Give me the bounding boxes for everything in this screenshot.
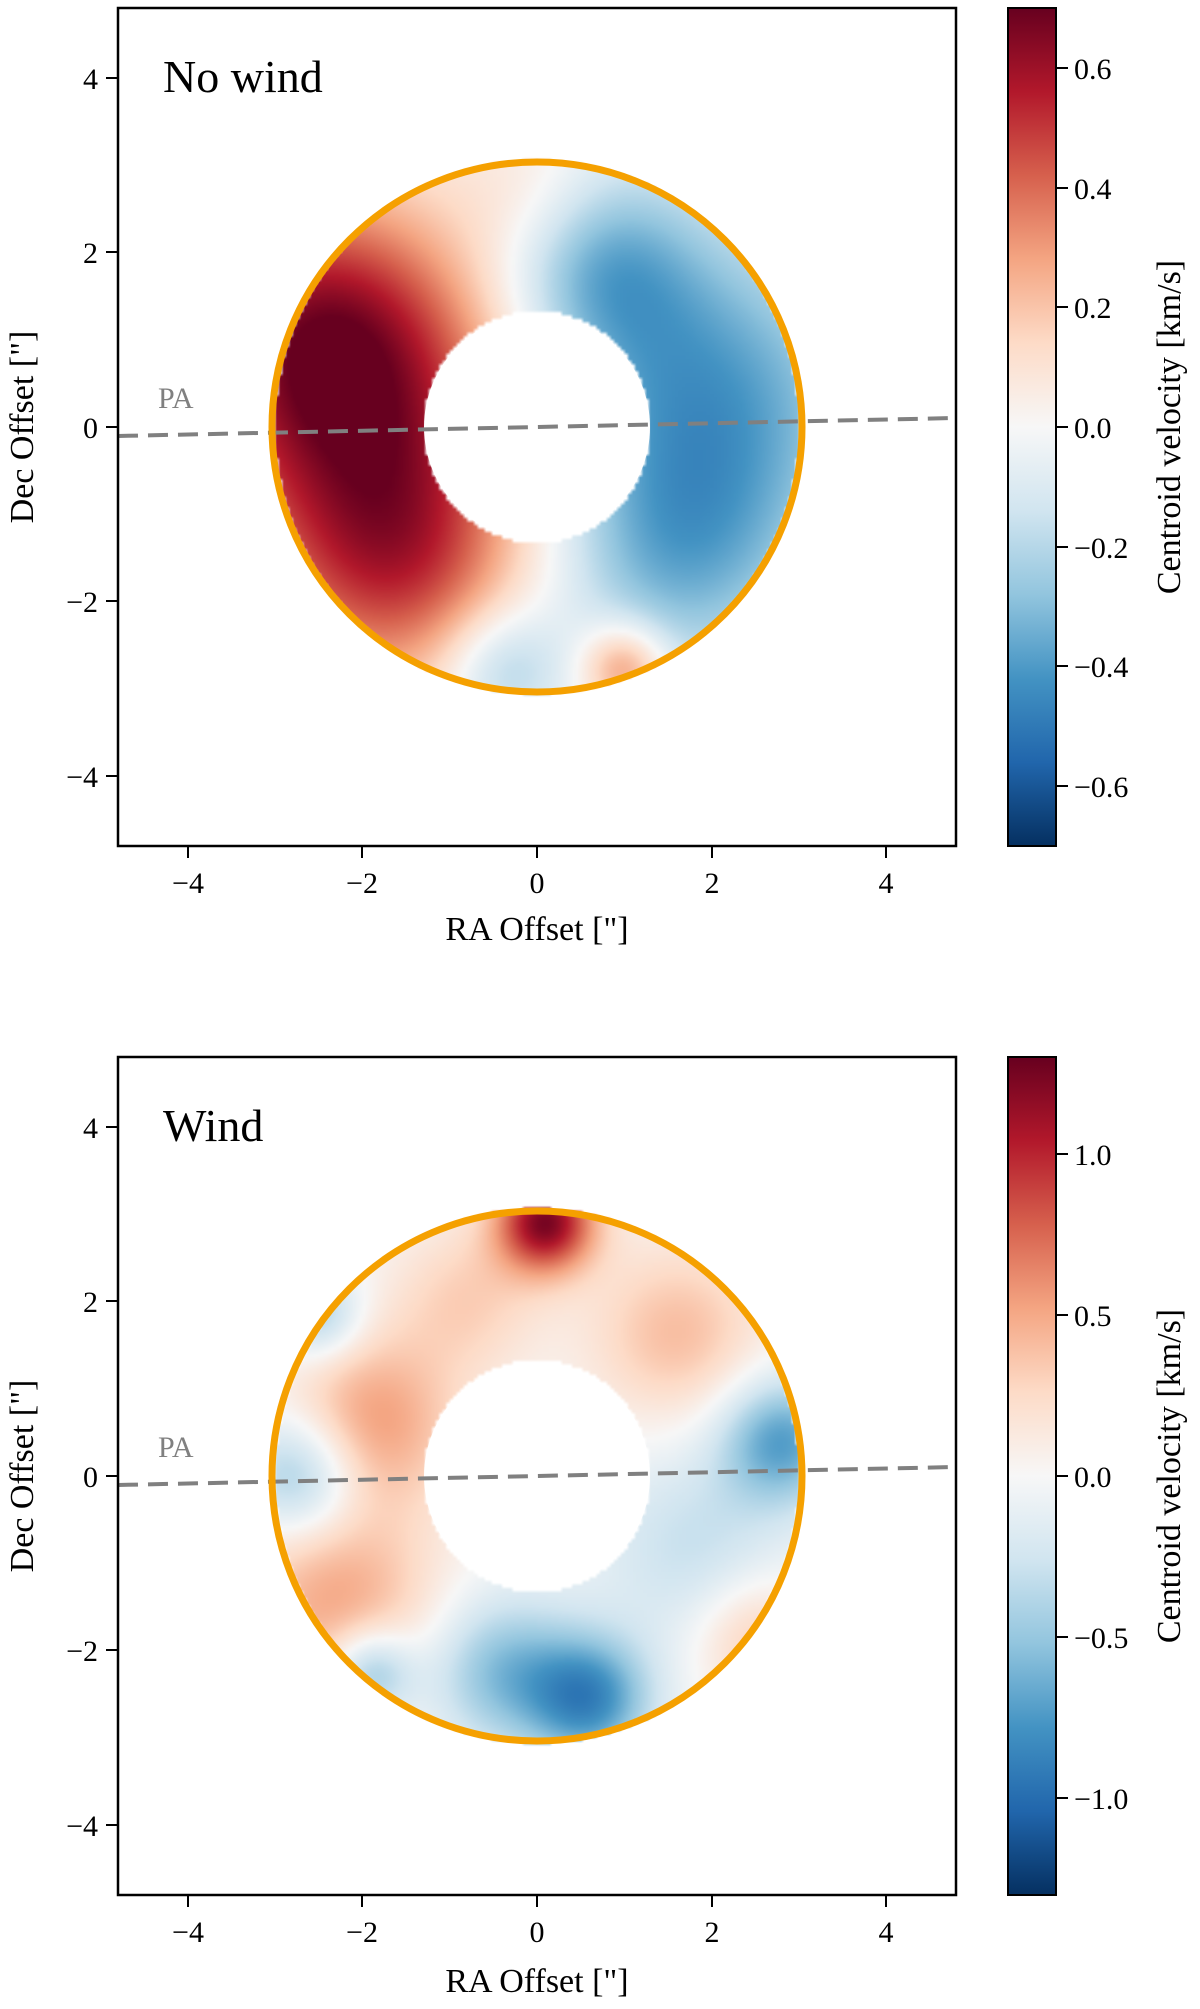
y-tick-label-top: −4 [66,761,98,794]
colorbar-tick-label-bottom: 1.0 [1074,1139,1112,1172]
colorbar-tick-label-bottom: 0.0 [1074,1461,1112,1494]
x-tick-label-bottom: 4 [879,1916,894,1949]
panel-title-bottom: Wind [163,1100,263,1151]
x-tick-label-top: 0 [530,867,545,900]
y-tick-label-top: 4 [83,63,98,96]
colorbar-tick-label-bottom: 0.5 [1074,1300,1112,1333]
panel-no-wind: PA No wind −4 −2 0 2 4 RA Offset ["] −4 … [4,6,1188,948]
x-tick-label-bottom: 0 [530,1916,545,1949]
x-tick-label-top: −4 [172,867,204,900]
colorbar-tick-label-top: 0.4 [1074,173,1112,206]
x-tick-label-top: −2 [346,867,378,900]
y-tick-label-bottom: 4 [83,1112,98,1145]
x-tick-label-bottom: 2 [705,1916,720,1949]
pa-label-bottom: PA [158,1431,194,1464]
ring-top [268,158,806,696]
colorbar-tick-label-top: −0.4 [1074,651,1128,684]
colorbar-tick-label-top: −0.2 [1074,532,1128,565]
pa-label-top: PA [158,382,194,415]
inner-mask-bottom [424,1363,650,1589]
y-tick-label-top: 0 [83,412,98,445]
colorbar-tick-label-top: 0.0 [1074,412,1112,445]
colorbar-tick-label-top: −0.6 [1074,771,1128,804]
pa-line-top [117,416,957,438]
colorbar-label-bottom: Centroid velocity [km/s] [1151,1309,1188,1643]
y-tick-label-bottom: 0 [83,1461,98,1494]
inner-mask-top [424,314,650,540]
colorbar-gradient-top [1007,7,1057,847]
panel-title-top: No wind [163,51,323,102]
y-tick-label-bottom: −4 [66,1810,98,1843]
x-tick-label-top: 2 [705,867,720,900]
y-tick-label-bottom: −2 [66,1635,98,1668]
y-axis-top: −4 −2 0 2 4 Dec Offset ["] [4,63,118,794]
colorbar-tick-label-bottom: −0.5 [1074,1622,1128,1655]
y-axis-title-bottom: Dec Offset ["] [4,1380,41,1573]
colorbar-bottom: −1.0 −0.5 0.0 0.5 1.0 Centroid velocity … [1007,1056,1188,1896]
x-axis-title-bottom: RA Offset ["] [445,1963,628,2000]
x-axis-title-top: RA Offset ["] [445,911,628,948]
y-tick-label-top: −2 [66,586,98,619]
y-axis-bottom: −4 −2 0 2 4 Dec Offset ["] [4,1112,118,1843]
y-axis-title-top: Dec Offset ["] [4,331,41,524]
colorbar-gradient-bottom [1007,1056,1057,1896]
ring-bottom [268,1207,806,1745]
pa-line-bottom [117,1465,957,1487]
x-axis-bottom: −4 −2 0 2 4 RA Offset ["] [172,1895,894,2000]
x-tick-label-bottom: −2 [346,1916,378,1949]
x-tick-label-bottom: −4 [172,1916,204,1949]
colorbar-tick-label-bottom: −1.0 [1074,1783,1128,1816]
colorbar-tick-label-top: 0.6 [1074,53,1112,86]
colorbar-label-top: Centroid velocity [km/s] [1151,260,1188,594]
colorbar-tick-label-top: 0.2 [1074,292,1112,325]
x-tick-label-top: 4 [879,867,894,900]
y-tick-label-top: 2 [83,237,98,270]
panel-wind: PA Wind −4 −2 0 2 4 RA Offset ["] −4 −2 … [4,1055,1188,2000]
colorbar-top: −0.6 −0.4 −0.2 0.0 0.2 0.4 0.6 Centroid … [1007,7,1188,847]
x-axis-top: −4 −2 0 2 4 RA Offset ["] [172,846,894,948]
y-tick-label-bottom: 2 [83,1286,98,1319]
